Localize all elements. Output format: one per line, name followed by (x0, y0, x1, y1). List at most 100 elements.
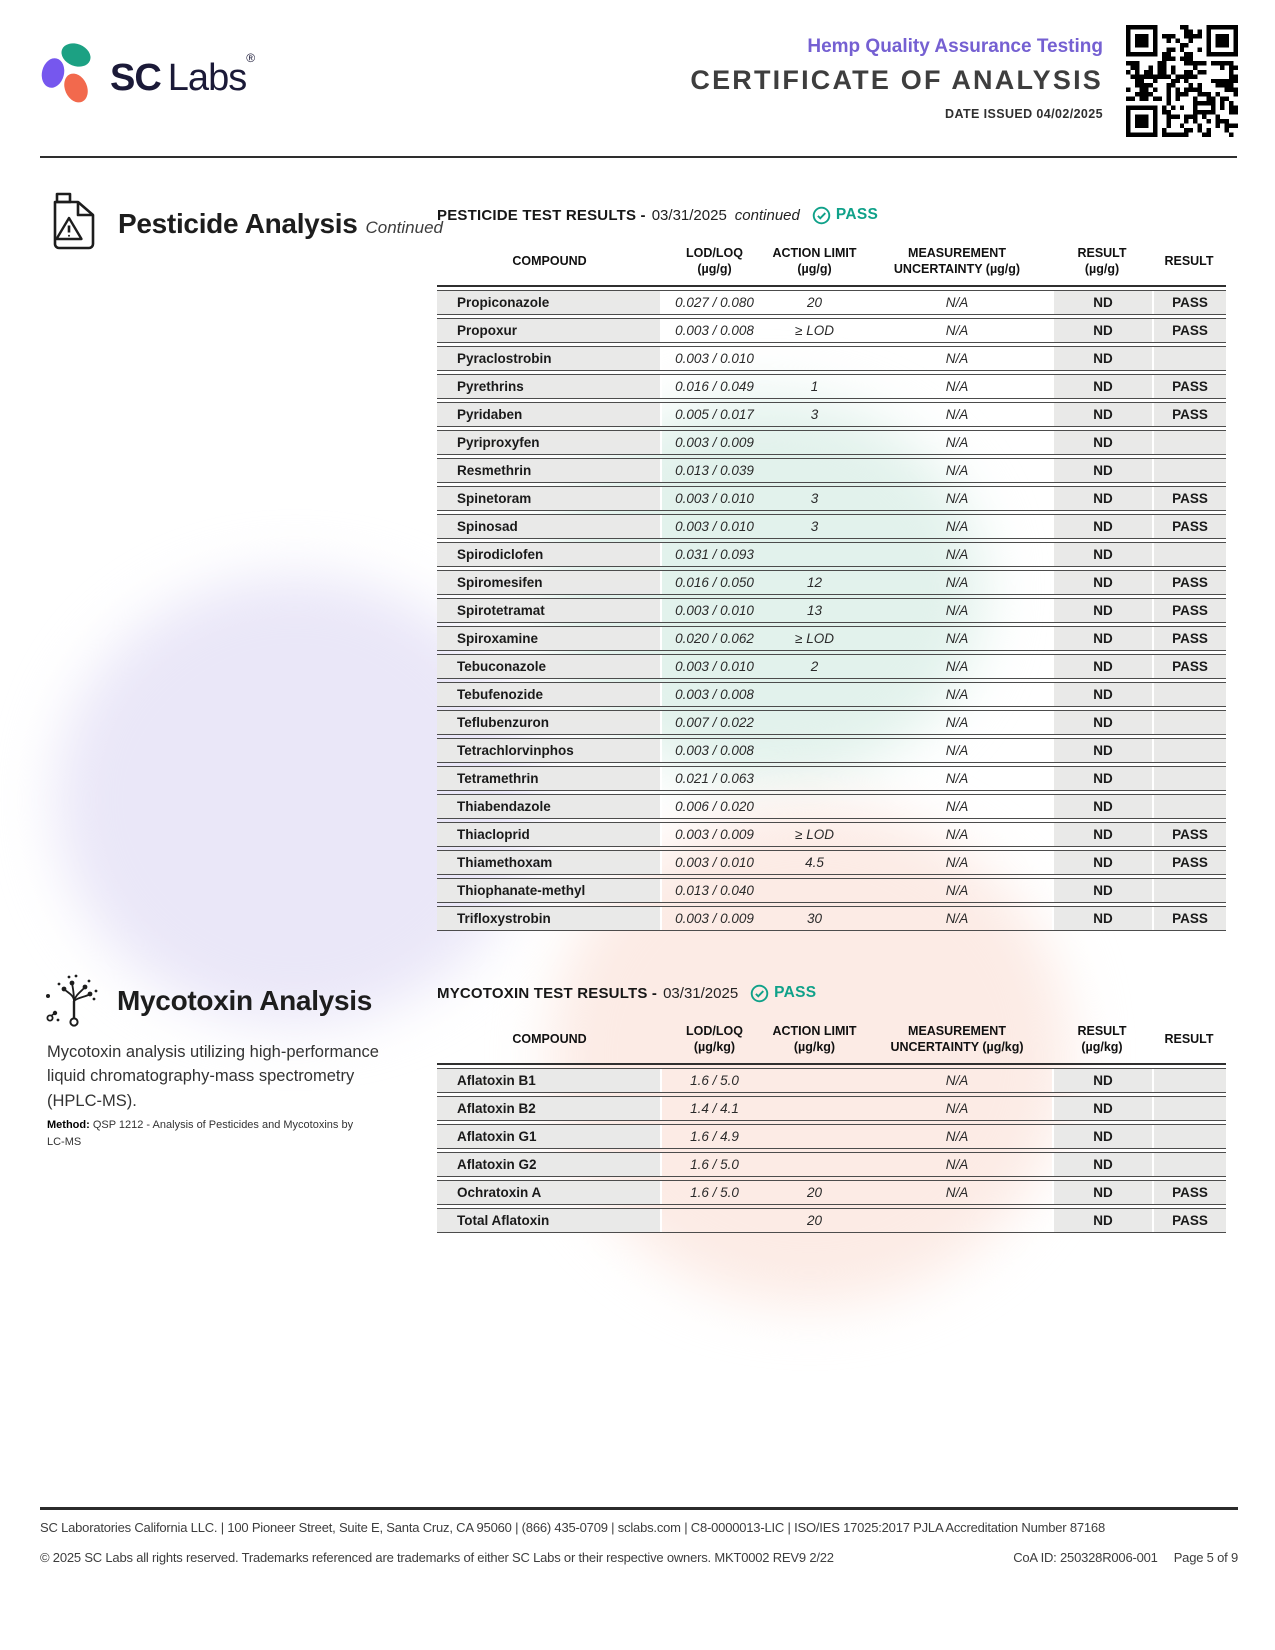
compound-name: Tetrachlorvinphos (437, 738, 662, 762)
table-header-row: COMPOUND LOD/LOQ (µg/g) ACTION LIMIT (µg/g) M… (437, 237, 1226, 287)
lod-loq-value: 0.016 / 0.050 (675, 574, 754, 590)
uncertainty-value: N/A (945, 434, 969, 450)
lod-loq-value: 0.006 / 0.020 (675, 798, 754, 814)
lod-loq-value: 0.003 / 0.008 (675, 686, 754, 702)
action-limit-value: 30 (806, 910, 823, 926)
compound-name: Pyriproxyfen (437, 430, 662, 454)
table-row: Total Aflatoxin 20 ND PASS (437, 1207, 1226, 1233)
result-value: ND (1052, 430, 1152, 454)
footer-lab-info: SC Laboratories California LLC. | 100 Pi… (40, 1520, 1105, 1535)
mycotoxin-section-title: Mycotoxin Analysis (117, 984, 372, 1016)
result-value: ND (1052, 878, 1152, 902)
action-limit-value (767, 459, 862, 483)
header-divider (40, 156, 1237, 158)
footer-legal: © 2025 SC Labs all rights reserved. Trad… (40, 1550, 1238, 1565)
table-title-text: PESTICIDE TEST RESULTS - (437, 206, 646, 224)
result-value: ND (1052, 850, 1152, 874)
table-row: Spiromesifen 0.016 / 0.050 12 N/A ND PASS (437, 569, 1226, 595)
result-status (1152, 1152, 1226, 1176)
compound-name: Spiromesifen (437, 570, 662, 594)
pass-label: PASS (774, 984, 817, 1001)
result-status: PASS (1152, 654, 1226, 678)
action-limit-value: 4.5 (805, 854, 824, 870)
uncertainty-value: N/A (945, 378, 969, 394)
compound-name: Tebuconazole (437, 654, 662, 678)
result-status: PASS (1152, 514, 1226, 538)
action-limit-value (767, 1069, 862, 1093)
table-row: Pyraclostrobin 0.003 / 0.010 N/A ND (437, 345, 1226, 371)
action-limit-value (767, 347, 862, 371)
uncertainty-value: N/A (945, 742, 969, 758)
uncertainty-value: N/A (945, 490, 969, 506)
sclabs-logo: SC Labs® (40, 40, 255, 109)
table-row: Propiconazole 0.027 / 0.080 20 N/A ND PASS (437, 289, 1226, 315)
result-value: ND (1052, 318, 1152, 342)
compound-name: Aflatoxin G2 (437, 1152, 662, 1176)
lod-loq-value: 0.020 / 0.062 (675, 630, 754, 646)
table-row: Trifloxystrobin 0.003 / 0.009 30 N/A ND PASS (437, 905, 1226, 931)
pass-badge: PASS (750, 984, 816, 1003)
page-number: Page 5 of 9 (1173, 1550, 1239, 1565)
check-circle-icon (750, 984, 769, 1002)
table-title-note: continued (734, 206, 800, 224)
action-limit-value: 2 (810, 658, 819, 674)
table-body: Propiconazole 0.027 / 0.080 20 N/A ND PASS Pro… (437, 289, 1226, 931)
result-value: ND (1052, 542, 1152, 566)
lod-loq-value: 1.4 / 4.1 (690, 1100, 739, 1116)
uncertainty-value: N/A (945, 602, 969, 618)
method-label: Method: (47, 1119, 90, 1131)
result-status: PASS (1152, 626, 1226, 650)
table-row: Thiamethoxam 0.003 / 0.010 4.5 N/A ND PASS (437, 849, 1226, 875)
lod-loq-value: 0.003 / 0.010 (675, 854, 754, 870)
result-status (1152, 430, 1226, 454)
column-header: COMPOUND (512, 253, 587, 268)
result-value: ND (1052, 514, 1152, 538)
compound-name: Spinosad (437, 514, 662, 538)
pesticide-section-title: Pesticide Analysis (118, 207, 358, 239)
compound-name: Aflatoxin B2 (437, 1096, 662, 1120)
result-status: PASS (1152, 822, 1226, 846)
mycotoxin-spore-icon (42, 968, 102, 1033)
uncertainty-value: N/A (945, 854, 969, 870)
lod-loq-value: 0.003 / 0.008 (675, 742, 754, 758)
header-titles: Hemp Quality Assurance Testing CERTIFICA… (690, 36, 1103, 121)
table-row: Tetramethrin 0.021 / 0.063 N/A ND (437, 765, 1226, 791)
table-header-row: COMPOUND LOD/LOQ (µg/kg) ACTION LIMIT (µg/kg… (437, 1015, 1226, 1065)
compound-name: Spinetoram (437, 486, 662, 510)
uncertainty-value: N/A (945, 350, 969, 366)
column-header: MEASUREMENT UNCERTAINTY (µg/g) (893, 245, 1021, 276)
lod-loq-value: 0.013 / 0.040 (675, 882, 754, 898)
table-body: Aflatoxin B1 1.6 / 5.0 N/A ND Aflatoxin B2 1.… (437, 1067, 1226, 1233)
pass-badge: PASS (812, 206, 878, 225)
uncertainty-value: N/A (945, 518, 969, 534)
lod-loq-value: 0.027 / 0.080 (675, 294, 754, 310)
uncertainty-value: N/A (945, 546, 969, 562)
table-row: Propoxur 0.003 / 0.008 ≥ LOD N/A ND PASS (437, 317, 1226, 343)
footer-copyright: © 2025 SC Labs all rights reserved. Trad… (40, 1550, 834, 1565)
table-row: Spiroxamine 0.020 / 0.062 ≥ LOD N/A ND PASS (437, 625, 1226, 651)
mycotoxin-description: Mycotoxin analysis utilizing high-perfor… (47, 1043, 379, 1110)
table-row: Aflatoxin G1 1.6 / 4.9 N/A ND (437, 1123, 1226, 1149)
compound-name: Spirotetramat (437, 598, 662, 622)
check-circle-icon (812, 206, 831, 224)
lod-loq-value: 1.6 / 4.9 (690, 1128, 739, 1144)
table-row: Pyridaben 0.005 / 0.017 3 N/A ND PASS (437, 401, 1226, 427)
column-header: ACTION LIMIT (µg/kg) (772, 1023, 857, 1054)
uncertainty-value: N/A (945, 294, 969, 310)
uncertainty-value: N/A (945, 658, 969, 674)
qr-code (1126, 25, 1238, 137)
action-limit-value (767, 795, 862, 819)
action-limit-value (767, 543, 862, 567)
lod-loq-value: 0.003 / 0.009 (675, 826, 754, 842)
uncertainty-value: N/A (945, 1100, 969, 1116)
action-limit-value: 3 (810, 406, 819, 422)
action-limit-value: ≥ LOD (795, 826, 834, 842)
result-status: PASS (1152, 850, 1226, 874)
uncertainty-value: N/A (945, 1072, 969, 1088)
lod-loq-value (662, 1209, 767, 1233)
table-row: Aflatoxin G2 1.6 / 5.0 N/A ND (437, 1151, 1226, 1177)
compound-name: Tebufenozide (437, 682, 662, 706)
lod-loq-value: 0.003 / 0.010 (675, 518, 754, 534)
pesticide-table-title: PESTICIDE TEST RESULTS - 03/31/2025 cont… (437, 205, 1226, 225)
action-limit-value: 12 (806, 574, 823, 590)
